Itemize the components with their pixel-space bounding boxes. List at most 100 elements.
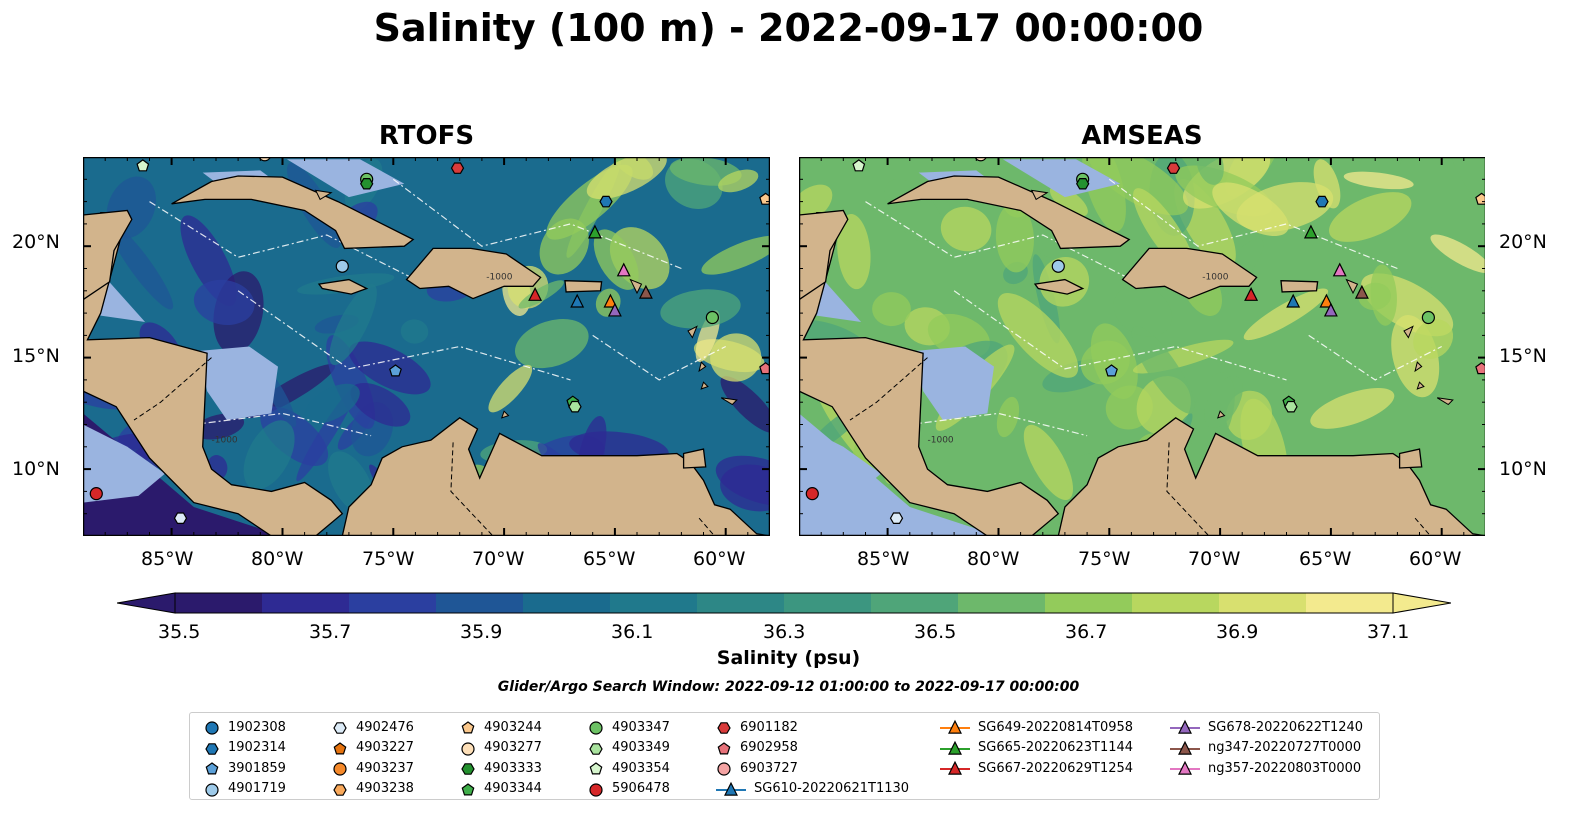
hispaniola-island	[405, 247, 542, 300]
glider-marker	[638, 284, 653, 299]
lon-tick-label: 65°W	[583, 548, 636, 570]
legend-entry: 4903347	[586, 717, 670, 737]
colorbar-tick-label: 35.9	[460, 621, 503, 643]
legend-label: ng347-20220727T0000	[1208, 740, 1362, 755]
legend-entry: ng347-20220727T0000	[1168, 738, 1361, 758]
legend-label: 3901859	[228, 760, 286, 776]
glider-marker	[1286, 293, 1301, 308]
colorbar-tick-label: 36.3	[763, 621, 806, 643]
glider-legend-icon	[940, 719, 970, 734]
lon-tick-label: 80°W	[967, 548, 1020, 570]
argo-legend-icon	[333, 762, 347, 776]
central-america-landmass	[83, 212, 344, 536]
colorbar-bin	[958, 593, 1046, 613]
argo-float-marker	[89, 487, 103, 501]
argo-legend-icon	[461, 741, 475, 756]
map-panel-amseas: -1000 -1000	[799, 157, 1485, 536]
yucatan-landmass	[799, 209, 849, 301]
legend-label: SG667-20220629T1254	[978, 760, 1134, 776]
colorbar-frame	[174, 592, 1394, 614]
shelf-area	[914, 346, 994, 421]
lon-tick-label: 75°W	[1078, 548, 1131, 570]
glider-marker	[1244, 286, 1259, 301]
legend-label: SG610-20220621T1130	[754, 781, 910, 796]
eez-boundary	[1108, 178, 1398, 270]
central-america-landmass	[799, 212, 1060, 536]
shelf-area	[1002, 159, 1121, 198]
small-island	[700, 381, 709, 390]
lat-tick-label: 15°N	[1499, 345, 1547, 367]
country-border	[133, 357, 212, 421]
legend-label: 1902314	[228, 740, 286, 755]
legend-entry: SG665-20220623T1144	[938, 738, 1133, 758]
puerto-rico-island	[564, 280, 603, 293]
colorbar-bin	[262, 593, 350, 613]
lon-tick-label: 75°W	[362, 548, 415, 570]
map-frame	[799, 157, 1485, 536]
legend-label: ng357-20220803T0000	[1208, 760, 1362, 776]
argo-legend-icon	[589, 782, 603, 797]
argo-float-marker	[599, 195, 613, 208]
small-island	[1216, 410, 1226, 419]
hispaniola-island	[1121, 247, 1258, 300]
pacific-ocean	[799, 413, 999, 536]
small-island	[314, 189, 333, 201]
small-island	[687, 325, 698, 339]
legend-entry: 6903727	[714, 758, 798, 778]
lat-tick-label: 10°N	[12, 458, 60, 480]
glider-marker	[587, 224, 602, 239]
lat-tick-label: 20°N	[12, 231, 60, 253]
argo-legend-icon	[589, 742, 603, 755]
colorbar-extend-high	[1392, 592, 1451, 614]
legend-entry: 4903349	[586, 738, 670, 758]
argo-float-marker	[759, 362, 770, 375]
legend-entry: ng357-20220803T0000	[1168, 758, 1361, 778]
trinidad-island	[1398, 448, 1423, 469]
colorbar-bin	[610, 593, 698, 613]
legend-entry: 4903344	[458, 779, 542, 799]
bathymetry-contour-label: -1000	[486, 273, 512, 283]
colorbar-tick-label: 35.7	[309, 621, 352, 643]
lat-tick-label: 10°N	[1499, 458, 1547, 480]
lon-tick-label: 70°W	[1188, 548, 1241, 570]
argo-legend-icon	[205, 782, 219, 797]
argo-float-marker	[1076, 178, 1090, 190]
glider-marker	[1354, 284, 1369, 299]
argo-float-marker	[335, 259, 349, 273]
small-island	[500, 410, 510, 419]
cuba-island	[171, 175, 415, 250]
lon-tick-label: 80°W	[251, 548, 304, 570]
figure-title: Salinity (100 m) - 2022-09-17 00:00:00	[373, 6, 1204, 50]
colorbar-bin	[784, 593, 872, 613]
lat-tick-label: 20°N	[1499, 231, 1547, 253]
legend-label: 4903344	[484, 781, 542, 796]
argo-legend-icon	[589, 762, 603, 775]
glider-legend-icon	[1170, 719, 1200, 734]
argo-float-marker	[889, 512, 904, 524]
argo-float-marker	[136, 159, 150, 172]
legend-label: 4903354	[612, 760, 670, 776]
jamaica-island	[317, 278, 369, 295]
eez-boundary	[909, 412, 1088, 437]
south-america-landmass	[341, 417, 770, 536]
legend-label: 1902308	[228, 719, 286, 735]
glider-marker	[1323, 302, 1338, 317]
search-window-text: Glider/Argo Search Window: 2022-09-12 01…	[497, 679, 1080, 695]
argo-legend-icon	[589, 721, 603, 735]
legend-entry: SG649-20220814T0958	[938, 717, 1133, 737]
argo-float-marker	[389, 364, 402, 377]
yucatan-landmass	[83, 209, 133, 301]
colorbar-bin	[1219, 593, 1307, 613]
eez-boundary	[237, 290, 571, 381]
colorbar-tick-label: 36.5	[914, 621, 957, 643]
colorbar-bin	[175, 593, 263, 613]
argo-legend-icon	[205, 721, 219, 735]
argo-legend-icon	[205, 762, 219, 775]
small-island	[1345, 278, 1359, 295]
eez-boundary	[592, 334, 726, 381]
legend-entry: 6902958	[714, 738, 798, 758]
shelf-area	[286, 159, 405, 198]
small-island	[1030, 189, 1049, 201]
country-border	[450, 442, 494, 536]
argo-float-marker	[1315, 195, 1329, 208]
